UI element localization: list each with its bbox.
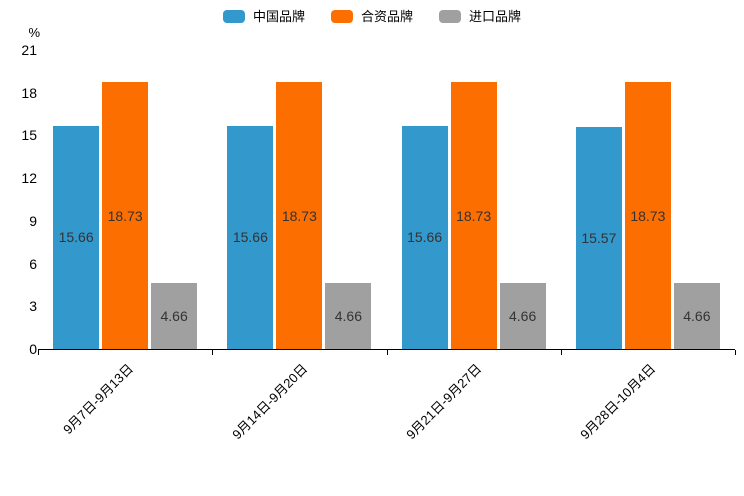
chart-legend: 中国品牌 合资品牌 进口品牌 bbox=[0, 10, 744, 23]
bar-series0-group2[interactable]: 15.66 bbox=[401, 126, 448, 349]
bar-value-label: 4.66 bbox=[509, 307, 537, 324]
bar-value-label: 4.66 bbox=[683, 307, 711, 324]
bar-value-label: 15.66 bbox=[407, 229, 443, 246]
y-axis-tick-label: 18 bbox=[21, 84, 37, 101]
y-axis-tick-label: 12 bbox=[21, 170, 37, 187]
y-axis-unit-label: % bbox=[28, 25, 40, 40]
x-axis-tick bbox=[386, 350, 388, 355]
y-axis-tick-label: 0 bbox=[29, 341, 37, 357]
legend-label: 合资品牌 bbox=[360, 9, 413, 24]
bar-series0-group0[interactable]: 15.66 bbox=[53, 126, 100, 349]
bar-value-label: 18.73 bbox=[107, 207, 143, 224]
bar-series2-group0[interactable]: 4.66 bbox=[151, 282, 198, 349]
x-axis-tick bbox=[735, 350, 736, 355]
bar-series1-group0[interactable]: 18.73 bbox=[102, 82, 149, 349]
bar-series0-group1[interactable]: 15.66 bbox=[227, 126, 274, 349]
bar-value-label: 15.66 bbox=[232, 229, 268, 246]
x-axis-line bbox=[38, 349, 735, 350]
y-axis-tick-label: 15 bbox=[21, 127, 37, 144]
bar-series1-group2[interactable]: 18.73 bbox=[450, 82, 497, 349]
x-axis-category-label: 9月21日-9月27日 bbox=[403, 361, 485, 443]
legend-item-2[interactable]: 进口品牌 bbox=[439, 10, 521, 23]
x-axis-tick bbox=[38, 350, 39, 355]
x-axis-tick bbox=[560, 350, 562, 355]
y-axis-tick-label: 3 bbox=[29, 298, 37, 315]
y-axis-tick-label: 21 bbox=[21, 41, 37, 58]
y-axis-tick-label: 9 bbox=[29, 212, 37, 229]
bar-value-label: 15.57 bbox=[581, 230, 617, 247]
bar-value-label: 18.73 bbox=[630, 207, 666, 224]
bar-value-label: 4.66 bbox=[334, 307, 362, 324]
bar-value-label: 18.73 bbox=[456, 207, 492, 224]
x-axis-category-label: 9月28日-10月4日 bbox=[577, 361, 659, 443]
bar-series0-group3[interactable]: 15.57 bbox=[575, 127, 622, 349]
bar-series1-group3[interactable]: 18.73 bbox=[624, 82, 671, 349]
x-axis-category-label: 9月7日-9月13日 bbox=[59, 361, 136, 438]
legend-item-1[interactable]: 合资品牌 bbox=[330, 9, 413, 24]
bar-value-label: 18.73 bbox=[281, 207, 317, 224]
legend-swatch bbox=[222, 10, 245, 23]
legend-swatch bbox=[330, 10, 353, 23]
y-axis-tick-label: 6 bbox=[29, 255, 37, 272]
legend-swatch bbox=[439, 10, 461, 23]
bar-value-label: 15.66 bbox=[58, 229, 94, 246]
legend-label: 进口品牌 bbox=[469, 9, 522, 24]
legend-label: 中国品牌 bbox=[252, 9, 305, 24]
bar-value-label: 4.66 bbox=[160, 307, 188, 324]
legend-item-0[interactable]: 中国品牌 bbox=[222, 9, 305, 24]
x-axis-tick bbox=[212, 350, 214, 355]
bar-series2-group3[interactable]: 4.66 bbox=[673, 282, 720, 349]
bar-series1-group1[interactable]: 18.73 bbox=[276, 82, 323, 349]
bar-series2-group1[interactable]: 4.66 bbox=[325, 282, 372, 349]
x-axis-category-label: 9月14日-9月20日 bbox=[228, 361, 310, 443]
bar-series2-group2[interactable]: 4.66 bbox=[499, 282, 546, 349]
